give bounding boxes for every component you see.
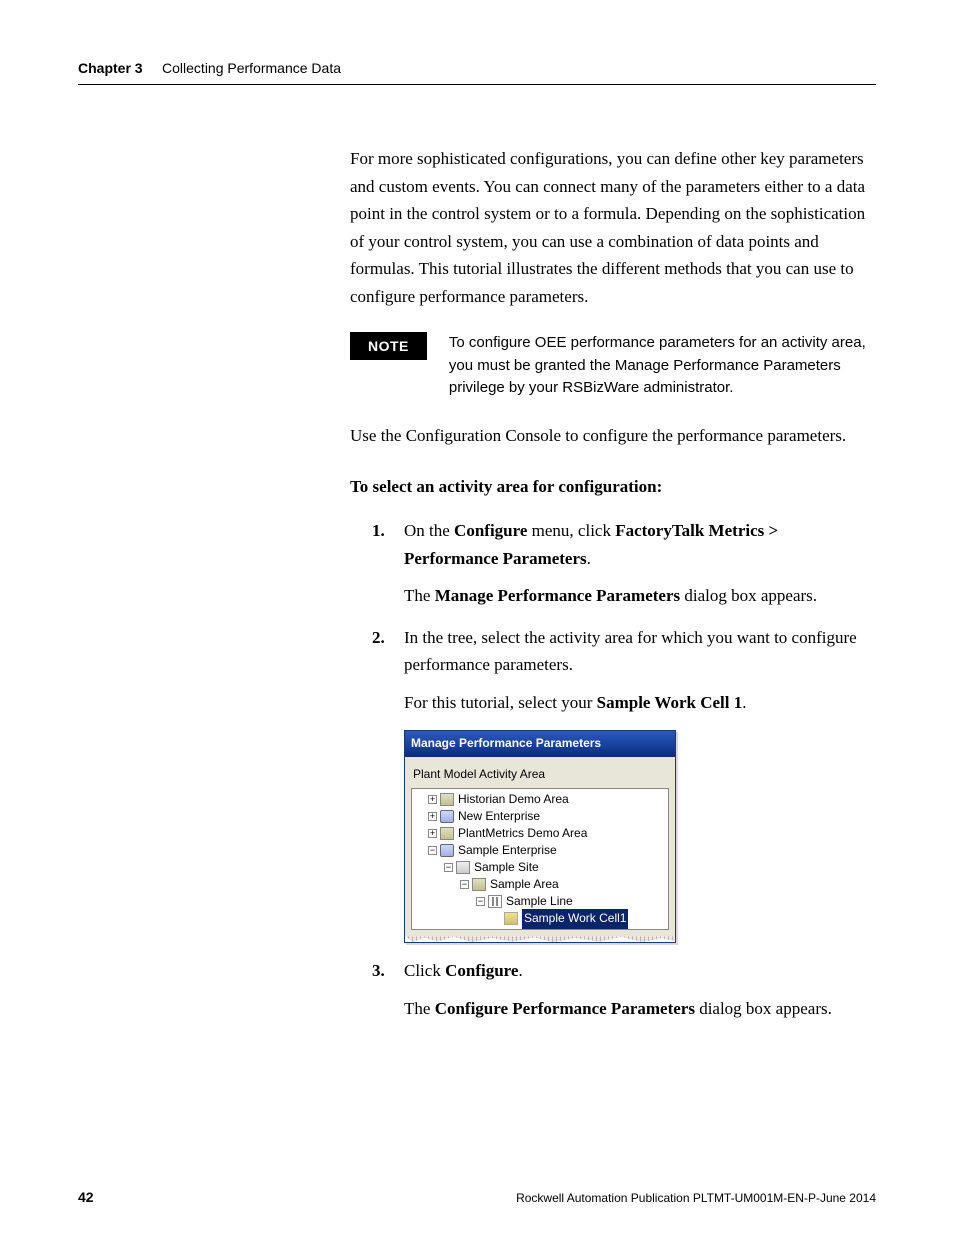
page-footer: 42 Rockwell Automation Publication PLTMT… [78,1189,876,1205]
collapse-icon[interactable]: − [476,897,485,906]
note-block: NOTE To configure OEE performance parame… [350,332,870,400]
after-note-paragraph: Use the Configuration Console to configu… [350,422,870,450]
area-icon [472,878,486,891]
site-icon [456,861,470,874]
tree-node-historian[interactable]: + Historian Demo Area [412,791,668,808]
step3-result-c: dialog box appears. [695,999,832,1018]
dialog-body: Plant Model Activity Area + Historian De… [405,757,675,936]
enterprise-icon [440,810,454,823]
tree-node-sample-line[interactable]: − Sample Line [412,893,668,910]
tree-node-plantmetrics[interactable]: + PlantMetrics Demo Area [412,825,668,842]
line-icon [488,895,502,908]
step3-bold: Configure [445,961,518,980]
step1-result-b: Manage Performance Parameters [435,586,680,605]
note-badge: NOTE [350,332,427,360]
page-number: 42 [78,1189,94,1205]
tree-node-sample-enterprise[interactable]: − Sample Enterprise [412,842,668,859]
step1-text-a: On the [404,521,454,540]
step3-result-a: The [404,999,435,1018]
expand-icon[interactable]: + [428,795,437,804]
note-text: To configure OEE performance parameters … [449,332,870,400]
tree-node-sample-area[interactable]: − Sample Area [412,876,668,893]
tree-node-sample-work-cell[interactable]: Sample Work Cell1 [412,910,668,927]
tree-label-selected: Sample Work Cell1 [522,909,628,928]
manage-parameters-dialog: Manage Performance Parameters Plant Mode… [404,730,676,943]
step1-result-c: dialog box appears. [680,586,817,605]
procedure-steps: On the Configure menu, click FactoryTalk… [372,517,870,1022]
collapse-icon[interactable]: − [460,880,469,889]
step2-line2-a: For this tutorial, select your [404,693,597,712]
area-icon [440,827,454,840]
collapse-icon[interactable]: − [444,863,453,872]
dialog-titlebar: Manage Performance Parameters [405,731,675,756]
torn-edge-decoration [405,936,675,942]
chapter-number: Chapter 3 [78,60,143,76]
step-3: Click Configure. The Configure Performan… [372,957,870,1022]
tree-node-sample-site[interactable]: − Sample Site [412,859,668,876]
tree-section-label: Plant Model Activity Area [411,765,669,784]
intro-paragraph: For more sophisticated configurations, y… [350,145,870,310]
enterprise-icon [440,844,454,857]
expand-icon[interactable]: + [428,829,437,838]
tree-node-new-enterprise[interactable]: + New Enterprise [412,808,668,825]
running-head: Chapter 3 Collecting Performance Data [78,60,341,76]
procedure-heading: To select an activity area for configura… [350,477,870,497]
step3-text-b: . [518,961,522,980]
step2-line2-c: . [742,693,746,712]
step1-bold-a: Configure [454,521,527,540]
tree-view[interactable]: + Historian Demo Area + New Enterprise [411,788,669,930]
step-2: In the tree, select the activity area fo… [372,624,870,943]
workcell-icon [504,912,518,925]
expand-icon[interactable]: + [428,812,437,821]
step1-text-c: . [587,549,591,568]
step2-line2-b: Sample Work Cell 1 [597,693,743,712]
publication-id: Rockwell Automation Publication PLTMT-UM… [516,1191,876,1205]
collapse-icon[interactable]: − [428,846,437,855]
chapter-title: Collecting Performance Data [162,60,341,76]
main-content: For more sophisticated configurations, y… [350,145,870,1022]
step3-text-a: Click [404,961,445,980]
step1-result-a: The [404,586,435,605]
step3-result-b: Configure Performance Parameters [435,999,695,1018]
step-1: On the Configure menu, click FactoryTalk… [372,517,870,610]
area-icon [440,793,454,806]
step1-text-b: menu, click [527,521,615,540]
step2-line1: In the tree, select the activity area fo… [404,624,870,679]
page-header: Chapter 3 Collecting Performance Data [78,60,876,85]
